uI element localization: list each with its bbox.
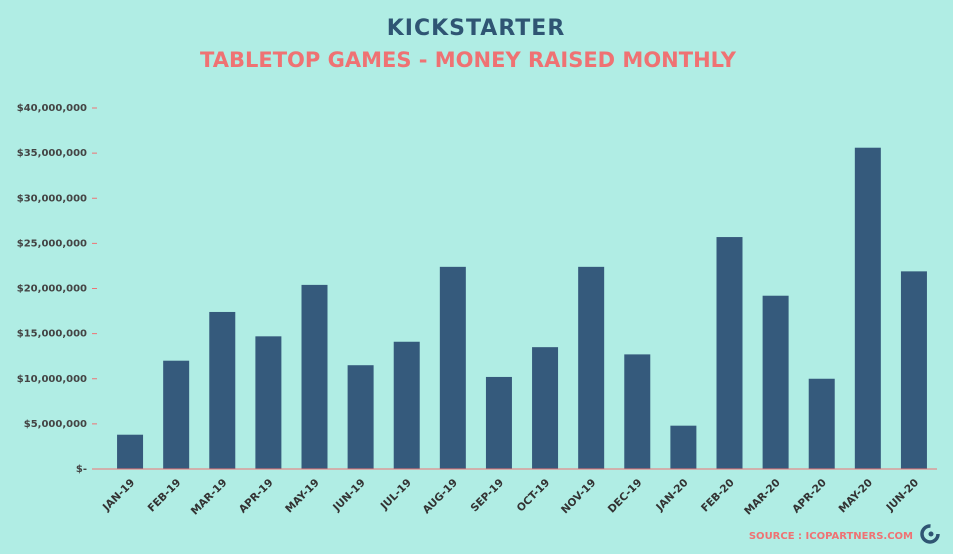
y-tick-label: $25,000,000: [17, 238, 87, 249]
bar: [532, 347, 559, 469]
bar: [670, 425, 697, 469]
bar: [624, 354, 651, 469]
bar: [117, 434, 144, 469]
bar: [485, 376, 512, 469]
bar: [163, 360, 190, 469]
y-tick-label: $35,000,000: [17, 148, 87, 159]
logo-ring: [920, 524, 940, 544]
y-tick-label: $30,000,000: [17, 193, 87, 204]
y-tick-label: $-: [76, 464, 87, 475]
bar: [347, 365, 374, 469]
bar: [854, 147, 881, 469]
y-tick-label: $15,000,000: [17, 329, 87, 340]
bar: [209, 311, 236, 469]
logo-dot: [928, 531, 934, 537]
bar: [716, 237, 743, 469]
y-tick-label: $20,000,000: [17, 284, 87, 295]
source: SOURCE : ICOPARTNERS.COM: [749, 531, 913, 542]
bar: [762, 295, 789, 469]
y-tick-label: $5,000,000: [24, 419, 87, 430]
bar: [255, 336, 282, 469]
bar: [439, 266, 466, 469]
brand: KICKSTARTER: [387, 16, 566, 41]
chart-title: TABLETOP GAMES - MONEY RAISED MONTHLY: [200, 48, 737, 72]
bar: [393, 341, 420, 469]
bar: [808, 378, 835, 469]
y-tick-label: $40,000,000: [17, 103, 87, 114]
bar: [900, 271, 927, 469]
y-tick-label: $10,000,000: [17, 374, 87, 385]
logo: [920, 524, 940, 544]
bar: [301, 284, 328, 469]
bar: [578, 266, 605, 469]
